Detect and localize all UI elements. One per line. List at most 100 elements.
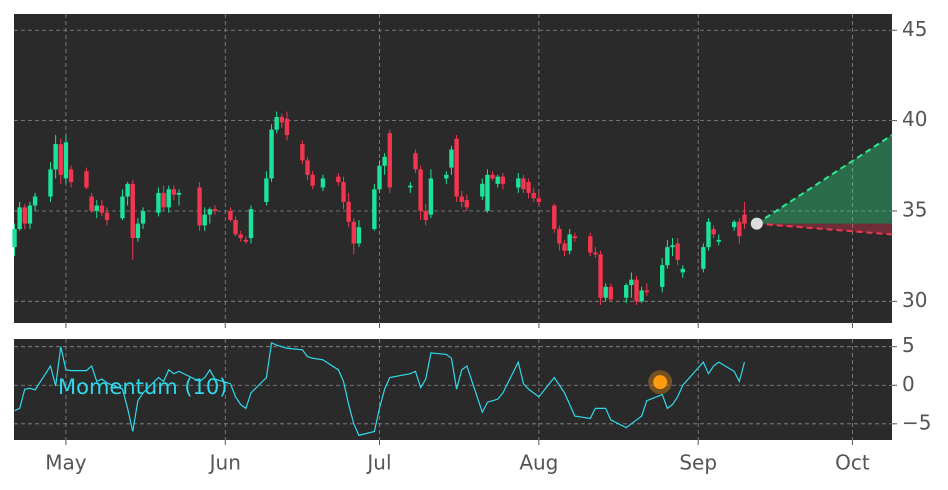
candle-body [202, 214, 207, 226]
candle-body [644, 290, 649, 293]
y-tick-label: 30 [902, 288, 927, 312]
candle-body [588, 236, 593, 253]
candle-body [336, 176, 341, 183]
candle-body [459, 196, 464, 202]
candle-body [567, 234, 572, 251]
x-tick-label: Oct [835, 451, 870, 475]
candle-body [135, 223, 141, 239]
candle-body [279, 117, 285, 123]
y-tick-label: 45 [902, 17, 927, 41]
candle-body [598, 254, 603, 298]
candle-body [171, 189, 177, 195]
candle-body [408, 185, 413, 188]
candle-body [176, 192, 182, 195]
candle-body [675, 243, 680, 260]
x-tick-label: Jun [208, 451, 241, 475]
candle-body [197, 187, 202, 226]
candle-body [212, 209, 218, 211]
candle-body [572, 236, 578, 239]
y-tick-label: 5 [902, 333, 915, 357]
candle-body [428, 178, 434, 215]
candle-body [742, 214, 747, 224]
candle-body [423, 210, 428, 220]
candle-body [346, 201, 351, 222]
candle-body [104, 212, 110, 220]
highlight-point [653, 375, 668, 390]
candle-body [243, 239, 249, 242]
indicator-label: Momentum (10) [58, 375, 227, 399]
candle-body [665, 247, 670, 266]
candle-body [531, 192, 536, 199]
candle-body [248, 209, 254, 239]
candle-body [53, 144, 58, 170]
candle-body [382, 156, 387, 166]
x-tick-label: Aug [519, 451, 558, 475]
x-tick-label: Sep [679, 451, 717, 475]
candle-body [17, 207, 22, 230]
candle-body [485, 174, 490, 211]
price-panel [14, 14, 892, 323]
candle-body [387, 133, 392, 188]
candle-body [731, 221, 737, 228]
candle-body [156, 192, 161, 213]
candle-body [444, 174, 449, 179]
candle-body [737, 221, 742, 237]
candle-body [130, 183, 135, 239]
candle-body [516, 178, 521, 188]
candle-body [521, 178, 526, 190]
forecast-low-line [756, 222, 893, 236]
candle-body [557, 229, 562, 244]
candle-body [670, 245, 675, 248]
candle-body [161, 192, 166, 208]
candle-body [264, 178, 269, 202]
candle-body [238, 234, 243, 239]
candle-body [63, 142, 69, 179]
candle-body [706, 221, 711, 248]
candle-body [12, 229, 17, 248]
candle-body [495, 176, 500, 184]
candle-body [480, 183, 485, 197]
candle-body [536, 198, 542, 202]
candle-body [372, 189, 377, 230]
candle-body [300, 144, 305, 161]
candle-body [140, 210, 146, 224]
candle-body [526, 182, 531, 193]
y-tick-label: −5 [902, 410, 931, 434]
candle-body [99, 205, 105, 213]
y-tick-label: 35 [902, 197, 927, 221]
forecast-high-line [756, 134, 893, 225]
candle-body [94, 205, 99, 211]
momentum-panel [14, 339, 892, 440]
candle-body [341, 182, 346, 202]
candle-body [32, 196, 38, 206]
candle-body [68, 169, 74, 183]
candle-body [89, 196, 94, 211]
candle-body [84, 171, 89, 188]
candle-body [639, 290, 644, 302]
candle-body [22, 207, 27, 224]
momentum-line [14, 341, 746, 437]
candle-body [310, 174, 315, 186]
candle-body [228, 210, 233, 220]
candle-body [413, 153, 418, 170]
candle-body [634, 279, 639, 302]
candle-body [351, 221, 356, 244]
candle-body [274, 117, 279, 130]
candle-body [660, 265, 665, 287]
candle-body [356, 227, 362, 244]
candle-body [603, 286, 608, 298]
candle-body [233, 220, 238, 235]
candle-body [166, 189, 171, 208]
candle-body [624, 285, 629, 298]
x-tick-label: May [45, 451, 87, 475]
candle-body [305, 160, 310, 175]
candle-body [269, 129, 274, 179]
candle-body [377, 165, 382, 190]
y-tick-label: 0 [902, 372, 915, 396]
forecast-start-point [750, 217, 763, 230]
candle-body [552, 205, 557, 230]
candle-body [284, 118, 290, 136]
candle-body [500, 176, 506, 184]
x-tick-label: Jul [365, 451, 391, 475]
